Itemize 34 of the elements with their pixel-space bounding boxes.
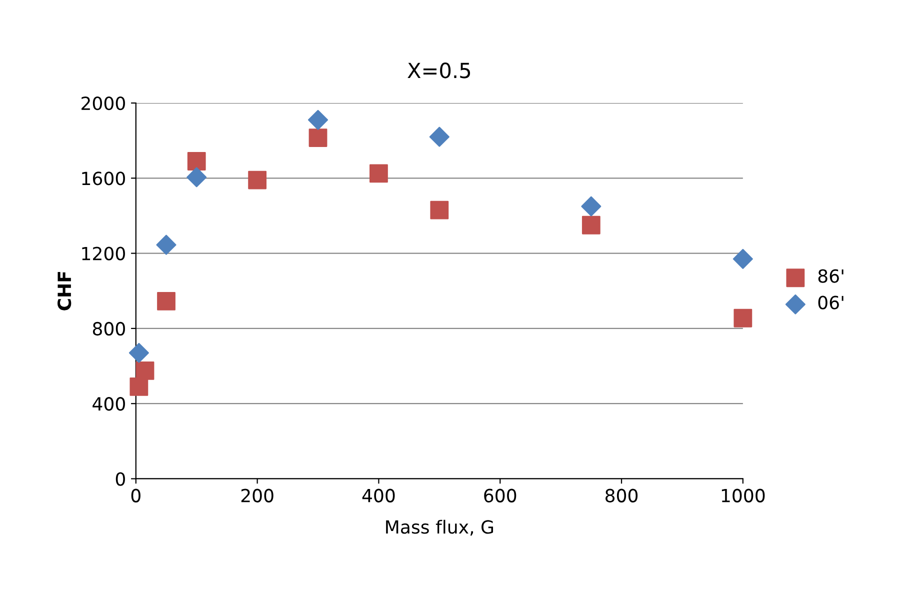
chart-title: X=0.5 — [408, 62, 470, 78]
point — [582, 216, 600, 234]
x-tick-label: 0 — [131, 488, 140, 502]
y-tick-label: 1600 — [82, 172, 125, 186]
x-tick-label: 600 — [484, 488, 516, 502]
point — [430, 200, 449, 220]
y-axis-title: CHF — [58, 272, 72, 310]
point — [136, 362, 154, 380]
y-tick-label: 400 — [92, 397, 125, 411]
point — [308, 128, 328, 147]
point — [157, 292, 176, 310]
y-tick-label: 800 — [92, 322, 125, 336]
y-tick-label: 1200 — [82, 246, 125, 260]
point — [128, 342, 149, 363]
x-axis-title: Mass flux, G — [386, 520, 494, 536]
point — [248, 170, 267, 190]
legend-label: 06' — [818, 296, 844, 310]
point — [308, 110, 328, 130]
x-tick-label: 800 — [606, 488, 638, 502]
point — [581, 196, 602, 216]
point — [186, 167, 207, 188]
x-tick-label: 200 — [241, 488, 274, 502]
y-tick-label: 0 — [116, 472, 125, 486]
x-tick-label: 1000 — [722, 488, 765, 502]
legend-label: 86' — [818, 269, 844, 283]
point — [429, 126, 450, 147]
x-tick-label: 400 — [362, 488, 395, 502]
point — [732, 248, 753, 269]
point — [734, 308, 752, 328]
point — [130, 377, 148, 396]
point — [187, 152, 206, 170]
y-tick-label: 2000 — [82, 96, 125, 110]
point — [370, 164, 388, 183]
point — [156, 234, 176, 255]
